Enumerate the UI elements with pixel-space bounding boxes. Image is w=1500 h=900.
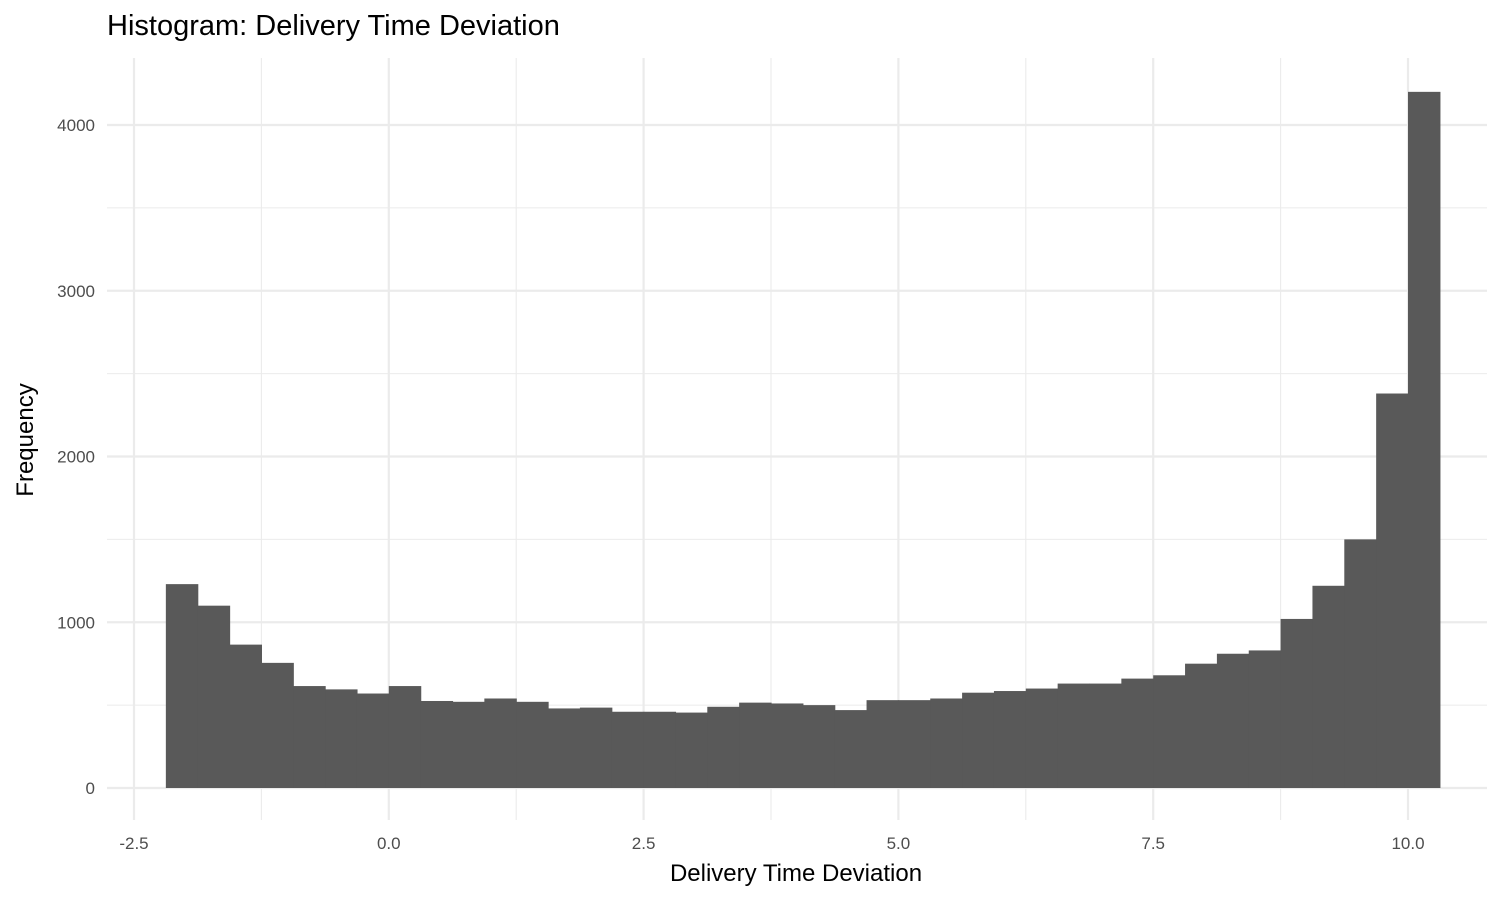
histogram-bar — [771, 703, 804, 788]
y-tick-label: 1000 — [57, 613, 95, 632]
histogram-bar — [1216, 653, 1250, 788]
x-axis-title: Delivery Time Deviation — [670, 860, 922, 887]
histogram-bar — [1057, 683, 1091, 788]
y-tick-label: 3000 — [57, 282, 95, 301]
histogram-bar — [1089, 683, 1122, 788]
histogram-bar — [420, 700, 454, 788]
x-tick-label: 10.0 — [1391, 834, 1424, 853]
histogram-bar — [1153, 675, 1186, 788]
histogram-bar — [325, 689, 358, 788]
histogram-bar — [930, 698, 963, 788]
histogram-bar — [611, 711, 645, 788]
histogram-bar — [707, 706, 740, 788]
histogram-bar — [675, 712, 708, 788]
histogram-bar — [739, 702, 772, 788]
histogram-bar — [356, 693, 390, 788]
histogram-bar — [452, 701, 485, 788]
histogram-bar — [962, 692, 995, 788]
histogram-bar — [1121, 678, 1154, 788]
histogram-bar — [516, 701, 549, 788]
histogram-bars — [165, 91, 1441, 789]
histogram-bar — [484, 698, 517, 788]
chart-title: Histogram: Delivery Time Deviation — [107, 10, 560, 42]
histogram-bar — [1185, 663, 1218, 788]
histogram-bar — [229, 644, 262, 788]
x-tick-label: 7.5 — [1141, 834, 1165, 853]
x-tick-label: 0.0 — [377, 834, 401, 853]
y-tick-label: 0 — [86, 779, 95, 798]
histogram-bar — [1344, 539, 1377, 788]
histogram-bar — [1312, 585, 1345, 788]
x-tick-label: 2.5 — [632, 834, 656, 853]
histogram-bar — [388, 686, 422, 788]
tick-labels: -2.5 0.0 2.5 5.0 7.5 10.0 0 1000 2000 3000 4000 — [57, 116, 1424, 853]
histogram-bar — [1280, 618, 1314, 788]
histogram-bar — [293, 686, 326, 788]
x-tick-label: -2.5 — [119, 834, 148, 853]
histogram-bar — [898, 700, 931, 788]
histogram-bar — [802, 705, 836, 788]
histogram-bar — [579, 707, 613, 788]
histogram-bar — [1025, 688, 1059, 788]
histogram-bar — [1408, 91, 1441, 789]
y-tick-label: 2000 — [57, 448, 95, 467]
histogram-bar — [261, 662, 294, 788]
histogram-bar — [548, 708, 581, 788]
y-tick-label: 4000 — [57, 116, 95, 135]
histogram-bar — [1376, 393, 1409, 788]
histogram-bar — [834, 710, 868, 788]
histogram-bar — [643, 711, 677, 788]
x-tick-label: 5.0 — [887, 834, 911, 853]
histogram-bar — [197, 605, 231, 788]
y-axis-title: Frequency — [12, 383, 39, 496]
histogram-bar — [866, 700, 899, 788]
histogram-bar — [165, 584, 199, 788]
histogram-bar — [993, 691, 1027, 788]
histogram-bar — [1248, 650, 1282, 788]
